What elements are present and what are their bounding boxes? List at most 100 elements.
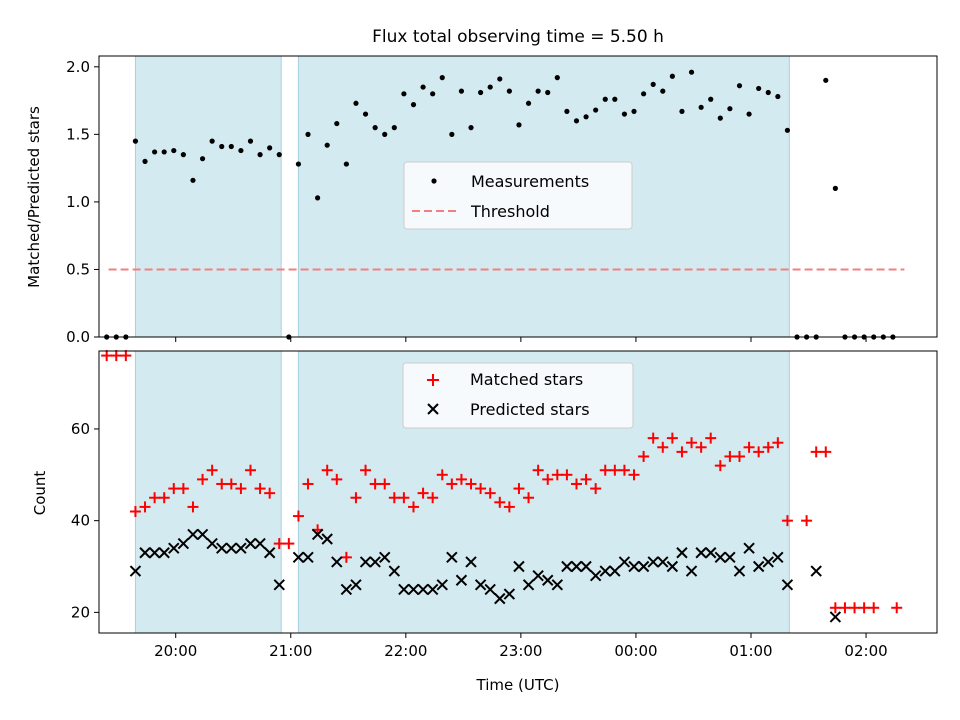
predicted-star-point (743, 542, 755, 554)
matched-star-point (292, 510, 304, 522)
matched-star-point (686, 437, 698, 449)
measurement-point (468, 125, 474, 131)
matched-star-point (101, 350, 113, 362)
count-y-tick-label: 40 (71, 512, 90, 530)
matched-star-point (638, 450, 650, 462)
measurement-point (430, 91, 436, 97)
predicted-star-point (513, 560, 525, 573)
predicted-star-point (647, 556, 659, 568)
matched-star-point (465, 478, 477, 490)
matched-star-point (676, 446, 688, 458)
matched-star-point (494, 496, 506, 508)
matched-star-point (891, 602, 903, 614)
matched-star-point (484, 487, 496, 499)
matched-star-point (551, 469, 563, 481)
predicted-star-point (522, 579, 535, 591)
predicted-star-point (599, 565, 611, 577)
count-panel-frame (98, 350, 938, 634)
measurement-point (410, 102, 417, 108)
predicted-star-point (752, 560, 765, 573)
measurement-point (573, 118, 580, 124)
matched-star-point (724, 450, 736, 462)
predicted-star-point (216, 542, 228, 554)
matched-star-point (264, 487, 276, 499)
measurement-point (736, 83, 743, 89)
ratio-y-tick-label: 0.0 (66, 328, 90, 346)
measurement-point (267, 145, 273, 151)
matched-star-point (829, 602, 841, 614)
count-y-tick-label: 20 (71, 603, 90, 621)
measurement-point (161, 149, 167, 155)
measurements-legend-marker (431, 178, 437, 184)
predicted-star-point (542, 574, 554, 586)
matched-star-point (149, 492, 161, 504)
x-tick-label: 01:00 (729, 642, 772, 660)
matched-legend-marker (427, 374, 439, 386)
measurement-point (545, 89, 551, 96)
matched-star-point (695, 441, 707, 453)
measurement-point (372, 125, 378, 131)
predicted-star-point (311, 528, 324, 541)
predicted-legend-marker (427, 403, 439, 415)
measurement-point (727, 106, 733, 112)
predicted-star-point (637, 560, 650, 573)
x-tick-label: 22:00 (384, 642, 427, 660)
measurement-point (247, 138, 254, 144)
count-y-tick-label: 60 (71, 420, 90, 438)
predicted-star-point (676, 547, 688, 559)
matched-star-point (513, 483, 525, 495)
matched-star-point (379, 478, 391, 490)
measurement-point (382, 131, 388, 137)
x-tick-label: 00:00 (614, 642, 657, 660)
predicted-star-point (494, 592, 506, 605)
matched-star-point (197, 473, 209, 485)
measurement-point (650, 81, 656, 87)
matched-star-point (714, 460, 726, 472)
x-tick-label: 20:00 (154, 642, 197, 660)
matched-star-point (360, 464, 372, 476)
predicted-star-point (168, 542, 180, 554)
x-tick-label: 23:00 (499, 642, 542, 660)
ratio-legend-box (403, 161, 633, 230)
matched-star-point (225, 478, 237, 490)
matched-star-point (369, 478, 381, 490)
predicted-star-point (589, 569, 602, 582)
measurement-point (516, 122, 522, 128)
matched-star-point (781, 515, 793, 527)
predicted-star-point (781, 579, 794, 591)
predicted-star-point (388, 565, 401, 577)
predicted-star-point (618, 556, 631, 568)
matched-star-point (628, 469, 640, 481)
predicted-star-point (772, 551, 784, 564)
predicted-star-point (187, 528, 199, 541)
measurement-point (353, 100, 359, 106)
measurement-point (276, 152, 282, 158)
predicted-star-point (321, 533, 333, 545)
predicted-star-point (340, 583, 353, 596)
count-axes: 20 40 60 20:00 21:00 22:00 23:00 00:00 01:00 02:0… (71, 420, 888, 660)
matched-star-point (398, 492, 410, 504)
ratio-panel-frame (98, 55, 938, 338)
matched-star-point (417, 487, 429, 499)
measurement-point (391, 125, 397, 131)
matched-star-point (340, 551, 352, 563)
predicted-star-point (561, 560, 573, 573)
matched-star-point (235, 483, 247, 495)
predicted-star-point (379, 551, 391, 564)
ratio-y-tick-label: 0.5 (66, 260, 90, 278)
matched-star-point (254, 483, 266, 495)
predicted-star-point (369, 556, 381, 568)
matched-star-point (158, 492, 170, 504)
measurement-point (219, 143, 225, 150)
matched-star-point (244, 464, 256, 476)
matched-star-point (216, 478, 228, 490)
measurement-point (334, 120, 340, 127)
ratio-legend: Measurements Threshold (403, 161, 633, 230)
matched-star-point (503, 501, 515, 513)
measurement-point (315, 195, 321, 201)
measurement-point (660, 88, 666, 94)
predicted-star-point (724, 551, 736, 564)
matched-star-point (839, 602, 851, 614)
measurement-point (295, 161, 302, 167)
measurement-point (506, 88, 512, 94)
